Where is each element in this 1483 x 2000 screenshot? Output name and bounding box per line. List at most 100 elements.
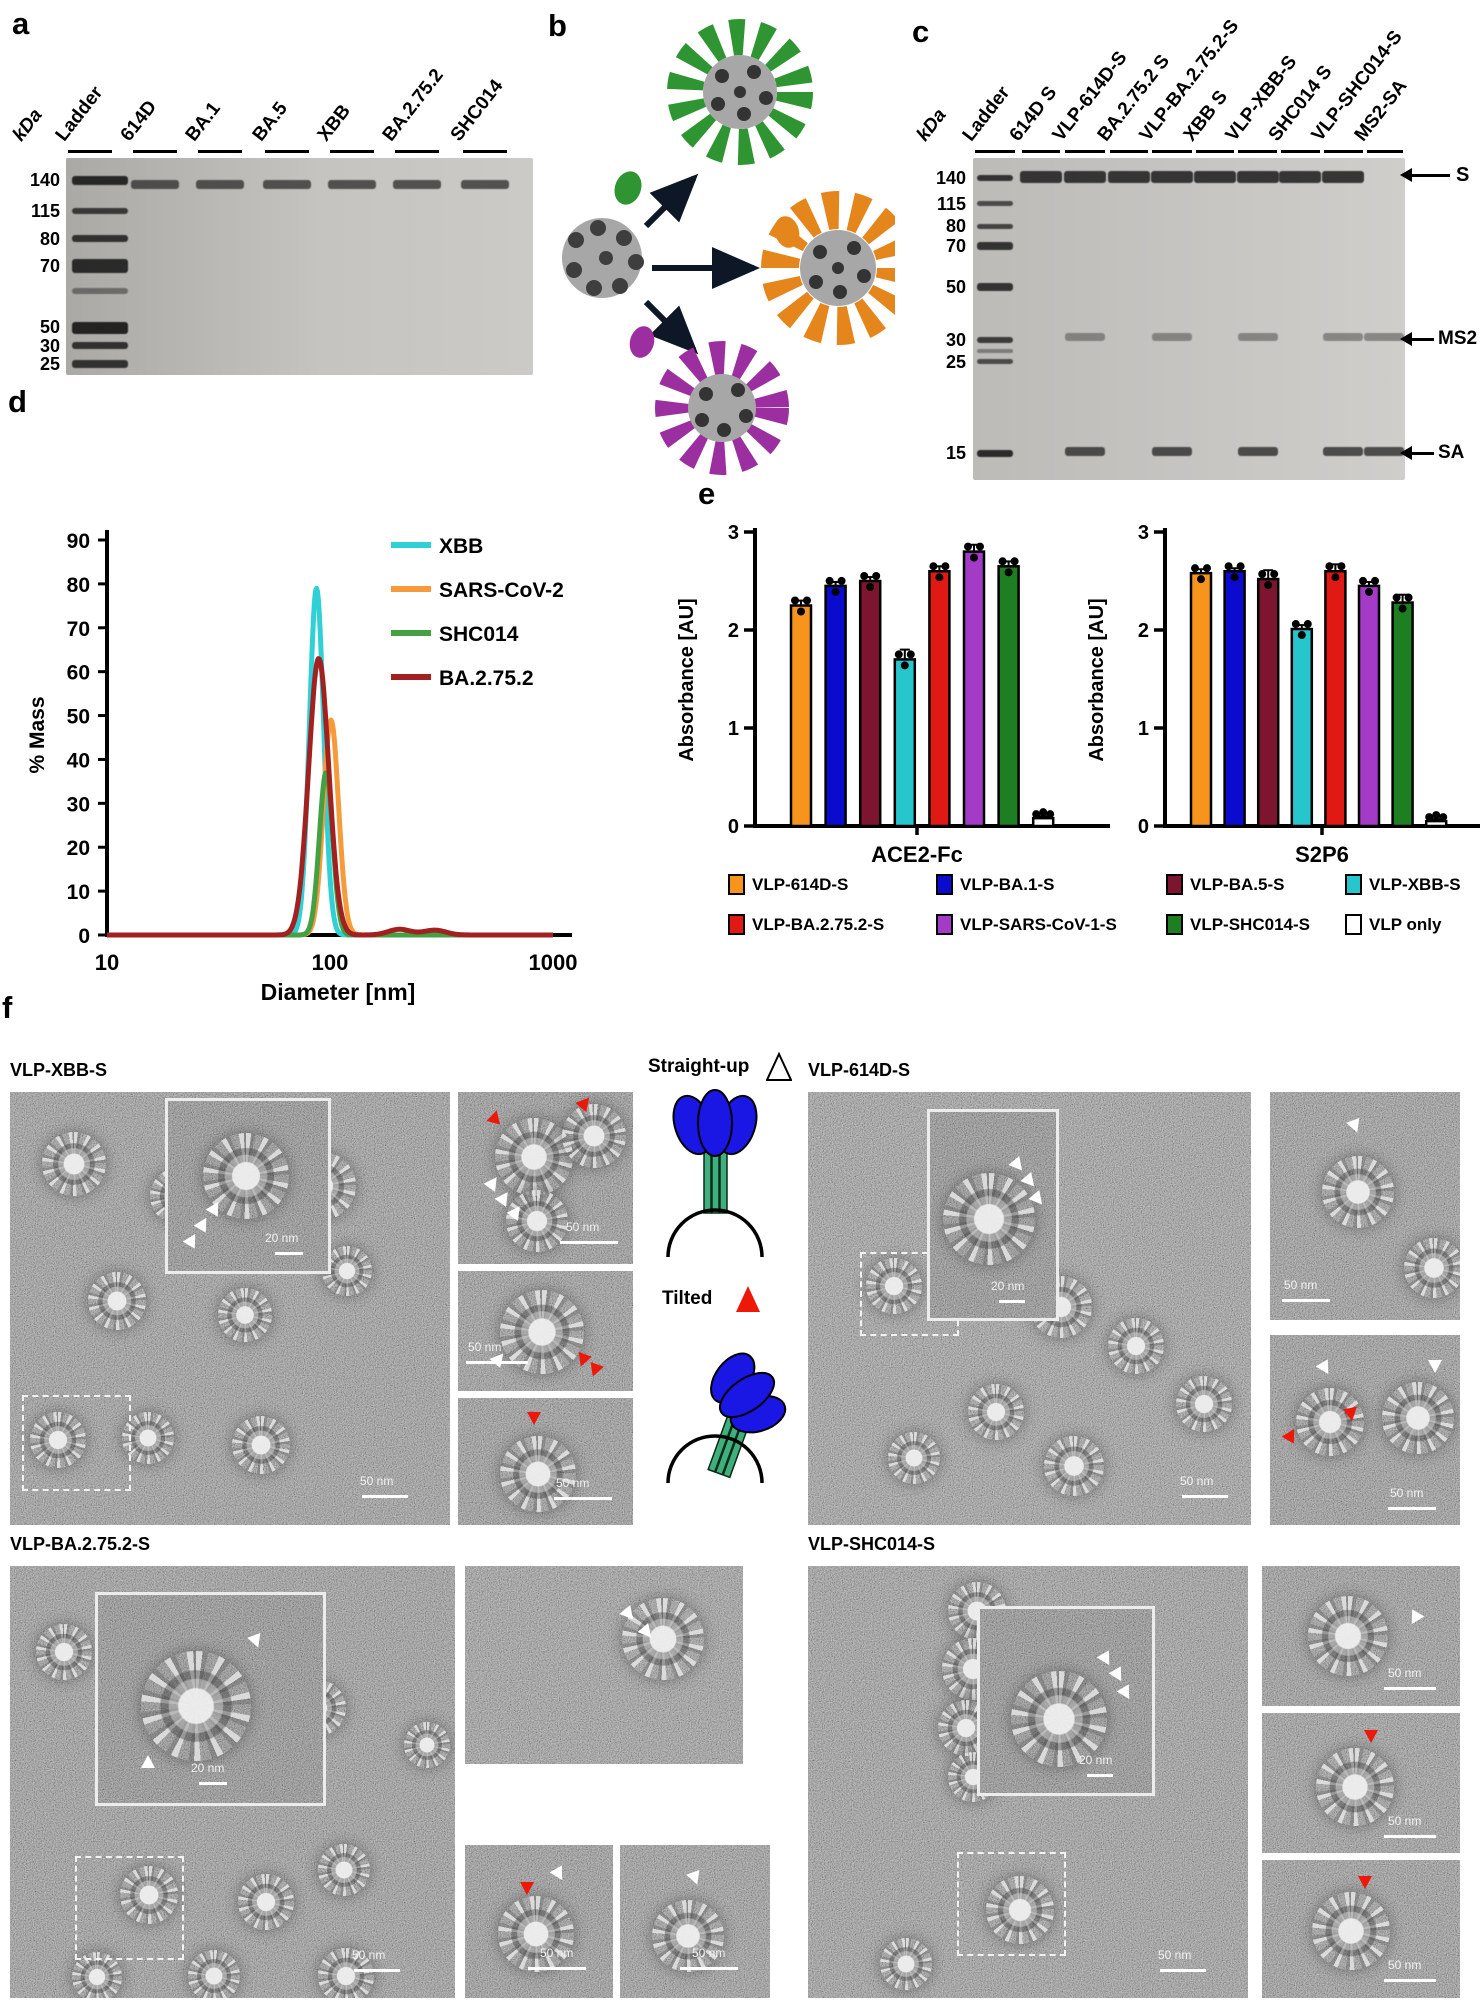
scalebar-label: 20 nm <box>265 1231 299 1245</box>
scalebar-label: 50 nm <box>692 1946 726 1960</box>
scalebar-label: 50 nm <box>556 1476 590 1490</box>
scalebar-line <box>1384 1687 1436 1690</box>
gel-band <box>131 180 179 189</box>
panel-c-label: c <box>912 14 930 49</box>
scalebar-line <box>560 1241 618 1244</box>
svg-text:70: 70 <box>67 618 90 641</box>
band-arrow-label: S <box>1456 164 1470 186</box>
scalebar-line <box>354 1969 400 1972</box>
vlp-particle <box>652 1900 724 1972</box>
gel-band <box>1151 171 1193 183</box>
gel-c-lane-underline <box>1152 150 1192 153</box>
gel-a-marker-label: 25 <box>39 354 60 374</box>
svg-text:Absorbance [AU]: Absorbance [AU] <box>1086 598 1108 761</box>
vlp-particle <box>232 1416 290 1474</box>
arrowhead-straight-up <box>141 1755 155 1768</box>
gel-a-lane-underline <box>198 150 242 153</box>
micrograph-title-shc014: VLP-SHC014-S <box>808 1534 936 1554</box>
vlp-particle <box>203 1133 289 1219</box>
gel-band <box>1323 333 1363 341</box>
scalebar-label: 20 nm <box>991 1279 1025 1293</box>
roi-box-dashed <box>22 1395 131 1491</box>
vlp-particle <box>1316 1748 1394 1826</box>
vlp-purple <box>655 341 789 475</box>
em-inset-box: 20 nm <box>977 1606 1155 1796</box>
gel-band <box>977 224 1013 229</box>
em-micrograph: 50 nm <box>465 1845 613 1998</box>
gel-c-marker-label: 15 <box>945 443 966 463</box>
legend-label: VLP-BA.1-S <box>960 874 1055 894</box>
scalebar-label: 50 nm <box>352 1948 386 1962</box>
gel-band <box>196 180 244 189</box>
gel-band <box>977 450 1013 457</box>
svg-text:80: 80 <box>67 574 90 597</box>
gel-c-lane-underline <box>1324 150 1363 153</box>
scalebar-label: 50 nm <box>1388 1958 1422 1972</box>
elisa-charts: 0 1 2 3 ACE2-Fc Absorbance [AU] 0 1 2 3 S2P6 Absorb… <box>676 522 1480 867</box>
svg-text:0: 0 <box>728 816 739 838</box>
gel-band <box>1065 447 1105 456</box>
svg-text:% Mass: % Mass <box>26 696 49 773</box>
svg-text:2: 2 <box>1138 620 1149 642</box>
gel-a <box>66 158 533 375</box>
legend-item: VLP-XBB-S <box>1345 874 1461 895</box>
em-micrograph <box>465 1566 743 1764</box>
svg-text:50: 50 <box>67 706 90 729</box>
scalebar-label: 50 nm <box>360 1474 394 1488</box>
vlp-particle <box>1322 1156 1394 1228</box>
vlp-decoration-diagram <box>562 19 895 475</box>
em-micrograph: 50 nm <box>458 1092 633 1264</box>
legend-item: VLP-BA.5-S <box>1166 874 1284 895</box>
ms2-core-particle <box>562 218 644 298</box>
gel-a-lane-label: Ladder <box>51 82 108 146</box>
gel-band <box>977 175 1013 181</box>
legend-swatch <box>1166 914 1183 935</box>
gel-c-marker-label: 80 <box>945 216 966 236</box>
scalebar-line <box>466 1361 528 1364</box>
gel-c-marker-label: 140 <box>935 168 966 188</box>
gel-band <box>1323 447 1363 456</box>
legend-item: VLP-BA.2.75.2-S <box>728 914 884 935</box>
gel-a-lane-label: BA.1 <box>181 98 225 146</box>
svg-text:10: 10 <box>67 881 90 904</box>
scalebar-label: 50 nm <box>1390 1486 1424 1500</box>
gel-band <box>1194 171 1236 183</box>
legend-swatch <box>1345 874 1362 895</box>
legend-swatch <box>936 914 953 935</box>
spike-monomer-green <box>614 171 642 205</box>
legend-label: VLP-XBB-S <box>1369 874 1461 894</box>
vlp-particle <box>1011 1671 1107 1767</box>
straight-up-triangle-icon <box>766 1052 792 1081</box>
spike-straight-cartoon <box>666 1089 764 1258</box>
svg-text:60: 60 <box>67 662 90 685</box>
micrograph-title-ba2752: VLP-BA.2.75.2-S <box>10 1534 151 1554</box>
gel-c-lane-underline <box>1065 150 1105 153</box>
legend-label: VLP-BA.5-S <box>1190 874 1285 894</box>
svg-text:Diameter [nm]: Diameter [nm] <box>261 979 416 1005</box>
scalebar-label: 50 nm <box>1158 1948 1192 1962</box>
svg-text:XBB: XBB <box>439 535 483 558</box>
panel-c-kda-label: kDa <box>912 104 951 146</box>
gel-band <box>1065 333 1105 341</box>
em-micrograph: 50 nm <box>620 1845 770 1998</box>
vlp-particle <box>120 1866 178 1924</box>
gel-c-lane-underline <box>1367 150 1403 153</box>
gel-a-lane-underline <box>330 150 374 153</box>
scalebar-line <box>680 1967 738 1970</box>
vlp-particle <box>943 1173 1035 1265</box>
scalebar-label: 50 nm <box>1388 1814 1422 1828</box>
tilted-label: Tilted <box>662 1288 713 1309</box>
scalebar-line <box>199 1782 227 1785</box>
legend-label: VLP-614D-S <box>752 874 849 894</box>
gel-a-lane-label: BA.2.75.2 <box>378 65 448 146</box>
vlp-particle <box>622 1598 704 1680</box>
gel-c-marker-label: 25 <box>945 352 966 372</box>
roi-box-dashed <box>75 1856 184 1960</box>
em-micrograph: 50 nm <box>458 1271 633 1391</box>
arrowhead-tilted <box>527 1412 541 1425</box>
gel-band <box>977 242 1013 250</box>
gel-a-lane-underline <box>265 150 309 153</box>
band-arrow-head <box>1400 332 1412 346</box>
gel-a-marker-label: 115 <box>30 201 60 221</box>
band-arrow-label: SA <box>1438 442 1465 463</box>
